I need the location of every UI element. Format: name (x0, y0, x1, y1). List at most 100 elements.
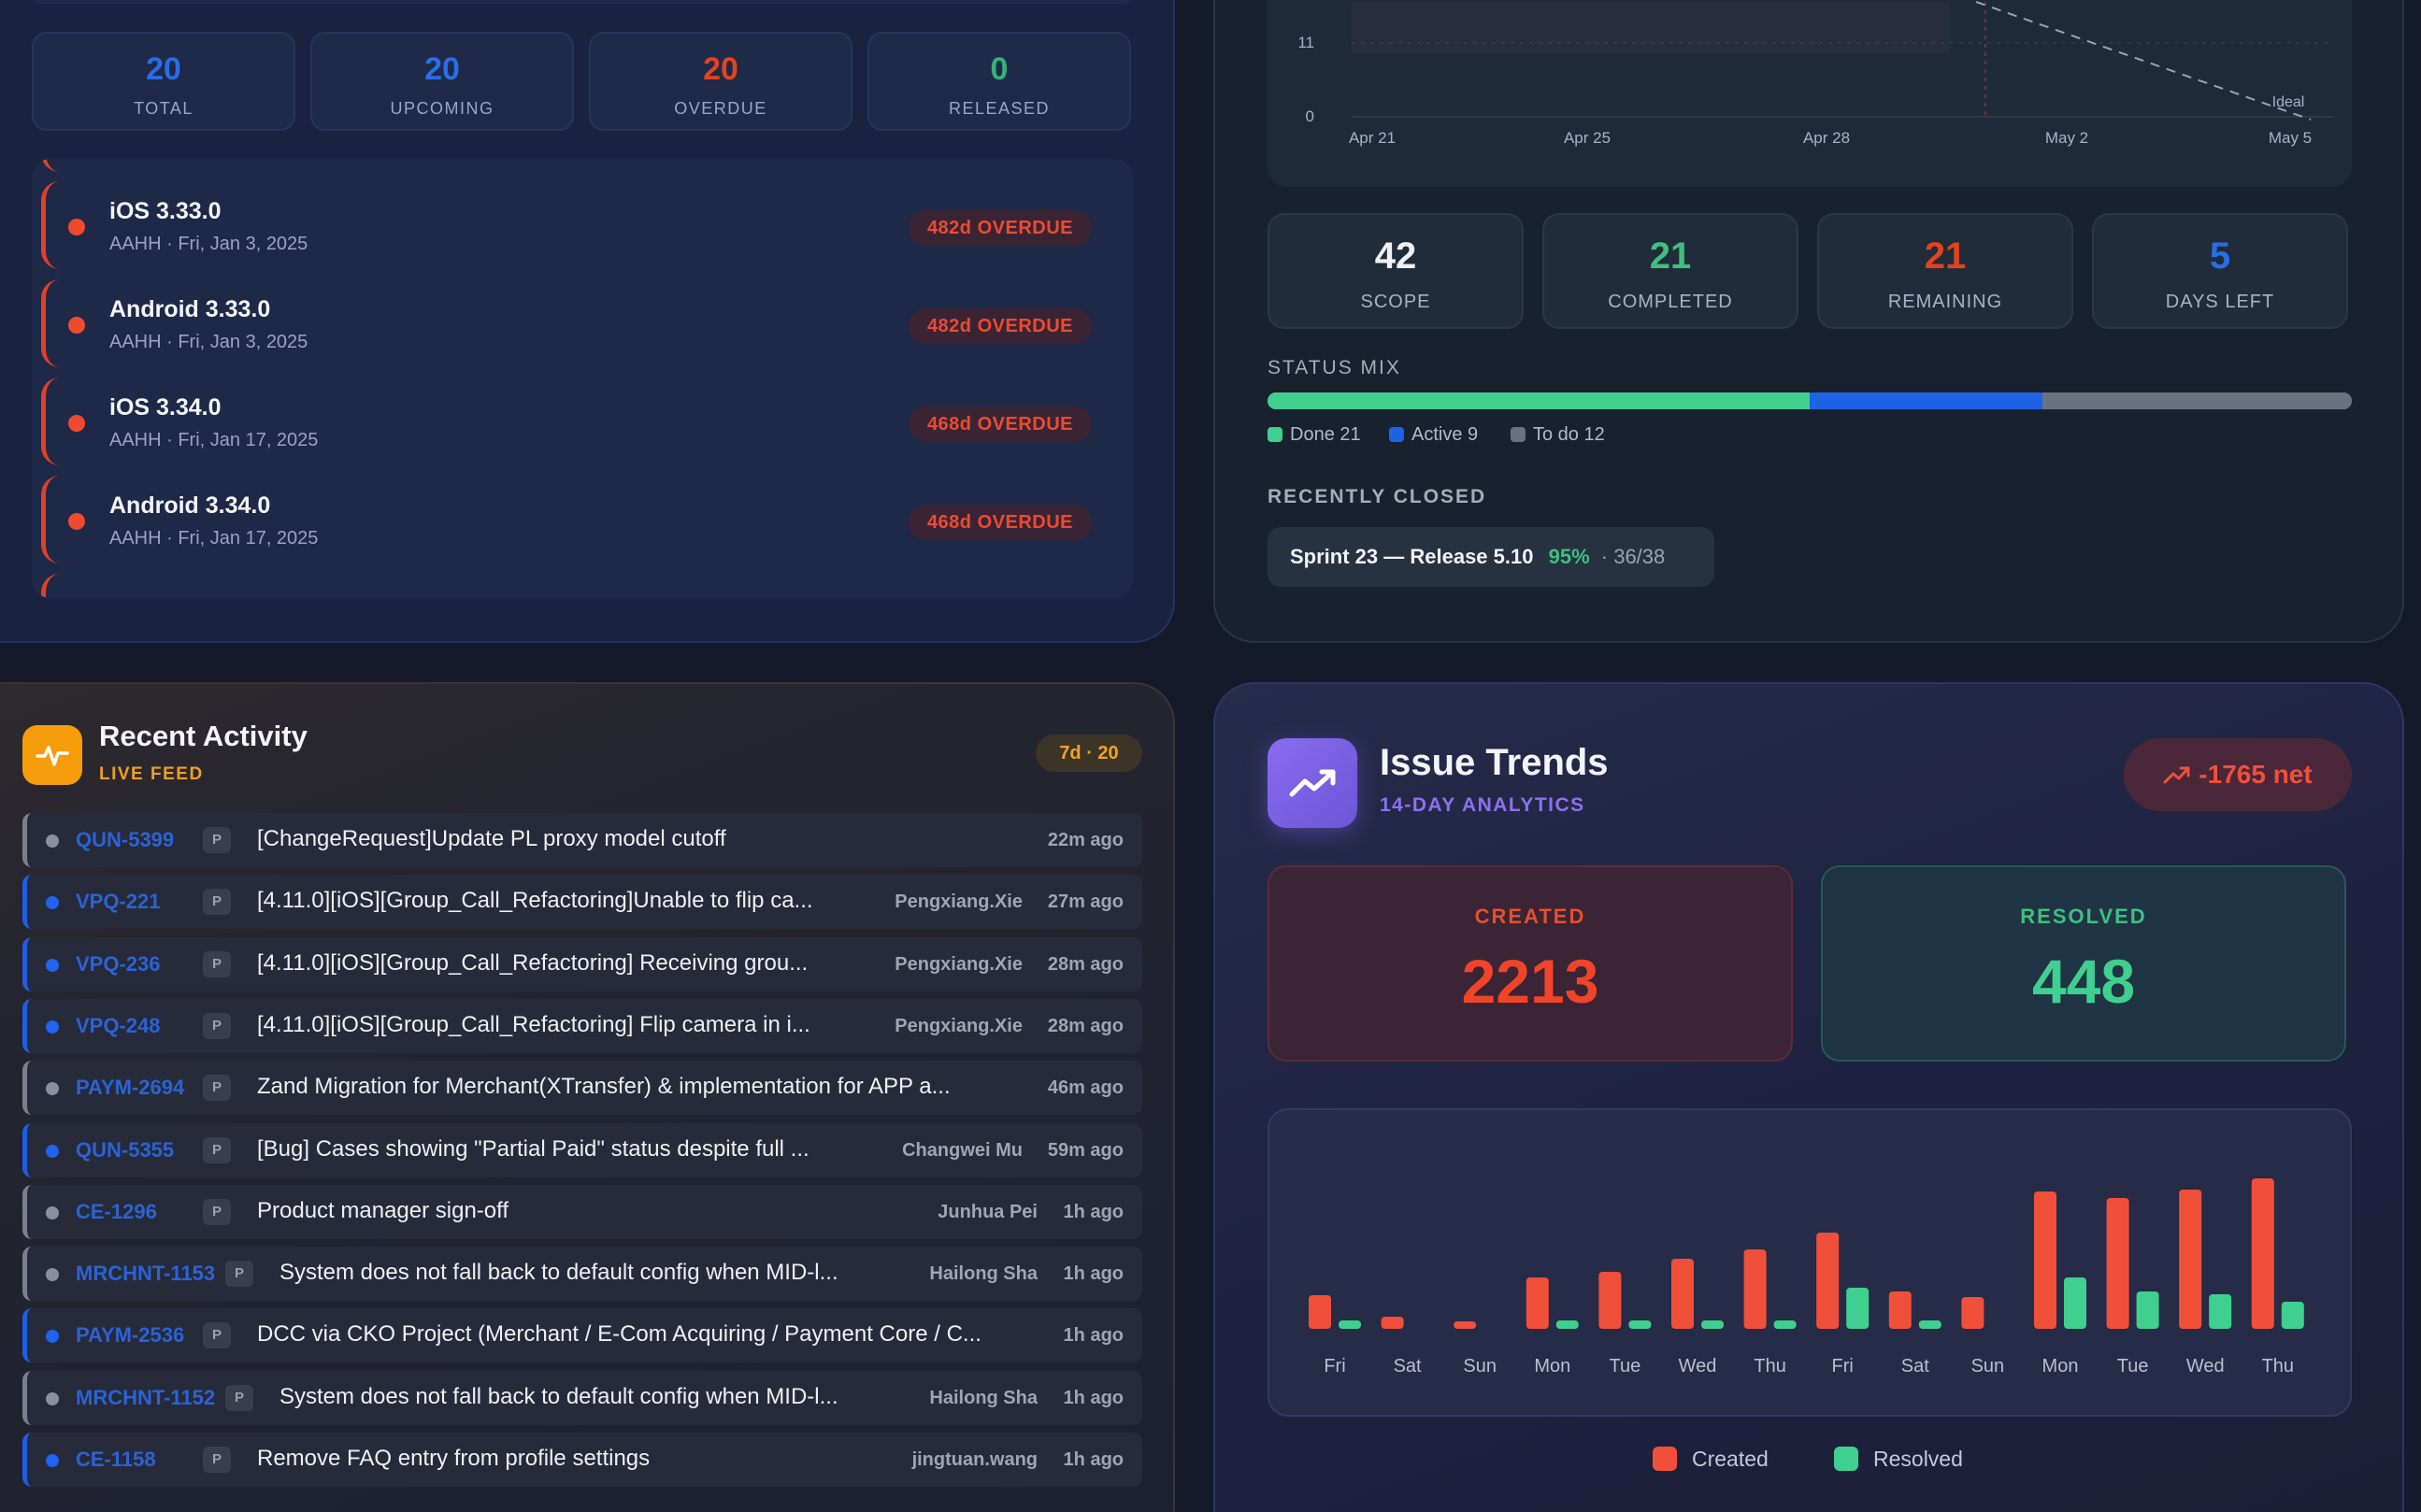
issue-title[interactable]: DCC via CKO Project (Merchant / E-Com Ac… (257, 1321, 981, 1348)
legend-swatch (1511, 427, 1526, 442)
issue-title[interactable]: Zand Migration for Merchant(XTransfer) &… (257, 1074, 951, 1100)
kpi-scope[interactable]: 42 SCOPE (1268, 213, 1524, 329)
kpi-completed[interactable]: 21 COMPLETED (1542, 213, 1798, 329)
stat-value: 20 (146, 51, 181, 87)
top-divider (32, 0, 1133, 4)
resolved-bar[interactable] (2136, 1291, 2159, 1329)
resolved-bar[interactable] (1773, 1320, 1797, 1329)
priority-badge: P (225, 1261, 253, 1288)
created-bar[interactable] (1598, 1272, 1622, 1329)
assignee: Pengxiang.Xie (895, 1015, 1023, 1036)
release-subtitle: AAHH · Fri, Jan 17, 2025 (109, 430, 319, 450)
issue-key[interactable]: QUN-5355 (76, 1137, 175, 1162)
activity-row[interactable]: VPQ-221 P [4.11.0][iOS][Group_Call_Refacto… (22, 875, 1142, 930)
activity-row[interactable]: CE-1158 P Remove FAQ entry from profile se… (22, 1433, 1142, 1487)
created-bar[interactable] (2251, 1178, 2274, 1329)
resolved-card[interactable]: RESOLVED 448 (1821, 865, 2346, 1062)
created-bar[interactable] (1381, 1317, 1404, 1329)
assignee: Junhua Pei (938, 1201, 1038, 1222)
issue-title[interactable]: [ChangeRequest]Update PL proxy model cut… (257, 826, 726, 851)
created-bar[interactable] (1526, 1277, 1549, 1329)
issue-title[interactable]: [4.11.0][iOS][Group_Call_Refactoring]Una… (257, 888, 813, 914)
y-tick: 11 (1297, 34, 1314, 51)
status-legend-active: Active 9 (1389, 424, 1478, 446)
activity-range-badge[interactable]: 7d · 20 (1036, 735, 1142, 772)
issue-title[interactable]: System does not fall back to default con… (279, 1260, 838, 1286)
legend-label: Resolved (1873, 1447, 1963, 1471)
timestamp: 1h ago (1063, 1387, 1124, 1408)
assignee: Pengxiang.Xie (895, 892, 1023, 913)
issue-title[interactable]: [4.11.0][iOS][Group_Call_Refactoring] Re… (257, 949, 809, 976)
kpi-days-left[interactable]: 5 DAYS LEFT (2092, 213, 2348, 329)
kpi-remaining[interactable]: 21 REMAINING (1817, 213, 2073, 329)
issue-key[interactable]: VPQ-236 (76, 951, 161, 976)
issue-title[interactable]: [4.11.0][iOS][Group_Call_Refactoring] Fl… (257, 1011, 810, 1037)
created-bar[interactable] (1454, 1321, 1477, 1329)
kpi-value: 5 (2209, 235, 2231, 277)
release-list[interactable]: iOS 3.33.0 AAHH · Fri, Jan 3, 2025 482d … (32, 159, 1133, 598)
created-bar[interactable] (2179, 1190, 2202, 1329)
issue-key[interactable]: CE-1296 (76, 1199, 157, 1223)
resolved-bar[interactable] (2209, 1294, 2232, 1329)
created-bar[interactable] (2106, 1198, 2129, 1329)
release-item[interactable]: iOS 3.34.0 AAHH · Fri, Jan 17, 2025 468d… (41, 378, 1124, 465)
resolved-bar[interactable] (2064, 1277, 2086, 1329)
net-badge[interactable]: -1765 net (2124, 738, 2352, 811)
stat-label: OVERDUE (674, 99, 767, 118)
kpi-value: 21 (1924, 235, 1967, 277)
release-item[interactable]: Android 3.33.0 AAHH · Fri, Jan 3, 2025 4… (41, 279, 1124, 367)
issue-key[interactable]: PAYM-2694 (76, 1076, 185, 1100)
issue-chart-container: Fri Sat Sun Mon Tue Wed Thu Fri Sat Sun Mon Tue Wed T… (1268, 1108, 2352, 1417)
activity-row[interactable]: QUN-5355 P [Bug] Cases showing "Partial Pa… (22, 1122, 1142, 1177)
activity-row[interactable]: PAYM-2536 P DCC via CKO Project (Merchant … (22, 1308, 1142, 1363)
resolved-bar[interactable] (1701, 1320, 1724, 1329)
release-item[interactable]: Android 3.34.0 AAHH · Fri, Jan 17, 2025 … (41, 476, 1124, 563)
activity-row[interactable]: VPQ-236 P [4.11.0][iOS][Group_Call_Refacto… (22, 936, 1142, 991)
x-tick-label: Thu (1754, 1356, 1785, 1376)
issue-key[interactable]: QUN-5399 (76, 828, 175, 851)
issue-key[interactable]: CE-1158 (76, 1448, 156, 1471)
resolved-bar[interactable] (1918, 1320, 1941, 1329)
issue-title[interactable]: Product manager sign-off (257, 1197, 509, 1223)
stat-total[interactable]: 20 TOTAL (32, 32, 295, 131)
activity-row[interactable]: QUN-5399 P [ChangeRequest]Update PL proxy … (22, 813, 1142, 867)
created-bar[interactable] (1816, 1233, 1840, 1329)
activity-row[interactable]: MRCHNT-1152 P System does not fall back to… (22, 1370, 1142, 1425)
created-bar[interactable] (1961, 1297, 1984, 1329)
release-title: iOS 3.33.0 (109, 198, 222, 224)
stat-overdue[interactable]: 20 OVERDUE (589, 32, 852, 131)
activity-row[interactable]: PAYM-2694 P Zand Migration for Merchant(XT… (22, 1061, 1142, 1116)
activity-row[interactable]: MRCHNT-1153 P System does not fall back to… (22, 1247, 1142, 1302)
legend-swatch (1834, 1447, 1858, 1471)
resolved-bar[interactable] (1628, 1320, 1652, 1329)
issue-key[interactable]: VPQ-248 (76, 1013, 161, 1037)
resolved-bar[interactable] (1339, 1320, 1361, 1329)
resolved-bar[interactable] (2281, 1302, 2304, 1329)
issue-title[interactable]: System does not fall back to default con… (279, 1383, 838, 1409)
stat-upcoming[interactable]: 20 UPCOMING (310, 32, 574, 131)
recently-closed-chip[interactable]: Sprint 23 — Release 5.10 95% · 36/38 (1268, 527, 1714, 587)
status-dot-icon (46, 834, 59, 848)
burndown-area (1352, 2, 1950, 53)
release-item[interactable]: iOS 3.33.0 AAHH · Fri, Jan 3, 2025 482d … (41, 181, 1124, 269)
issue-key[interactable]: MRCHNT-1153 (76, 1262, 216, 1286)
created-bar[interactable] (2034, 1191, 2056, 1329)
created-bar[interactable] (1309, 1295, 1331, 1329)
resolved-bar[interactable] (1846, 1288, 1869, 1329)
stat-released[interactable]: 0 RELEASED (867, 32, 1131, 131)
resolved-bar[interactable] (1555, 1320, 1579, 1329)
activity-row[interactable]: CE-1296 P Product manager sign-off Junhua P… (22, 1184, 1142, 1239)
issue-title[interactable]: [Bug] Cases showing "Partial Paid" statu… (257, 1135, 809, 1162)
created-bar[interactable] (1671, 1259, 1694, 1329)
issue-key[interactable]: PAYM-2536 (76, 1323, 185, 1348)
activity-row[interactable]: VPQ-248 P [4.11.0][iOS][Group_Call_Refacto… (22, 998, 1142, 1053)
issue-key[interactable]: VPQ-221 (76, 890, 161, 914)
sprint-count: · 36/38 (1600, 545, 1666, 568)
created-bar[interactable] (1743, 1249, 1767, 1329)
created-card[interactable]: CREATED 2213 (1268, 865, 1793, 1062)
created-bar[interactable] (1888, 1291, 1912, 1329)
resolved-label: RESOLVED (2020, 905, 2147, 928)
issue-key[interactable]: MRCHNT-1152 (76, 1385, 216, 1409)
x-tick: Apr 28 (1803, 129, 1850, 147)
issue-title[interactable]: Remove FAQ entry from profile settings (257, 1446, 651, 1471)
